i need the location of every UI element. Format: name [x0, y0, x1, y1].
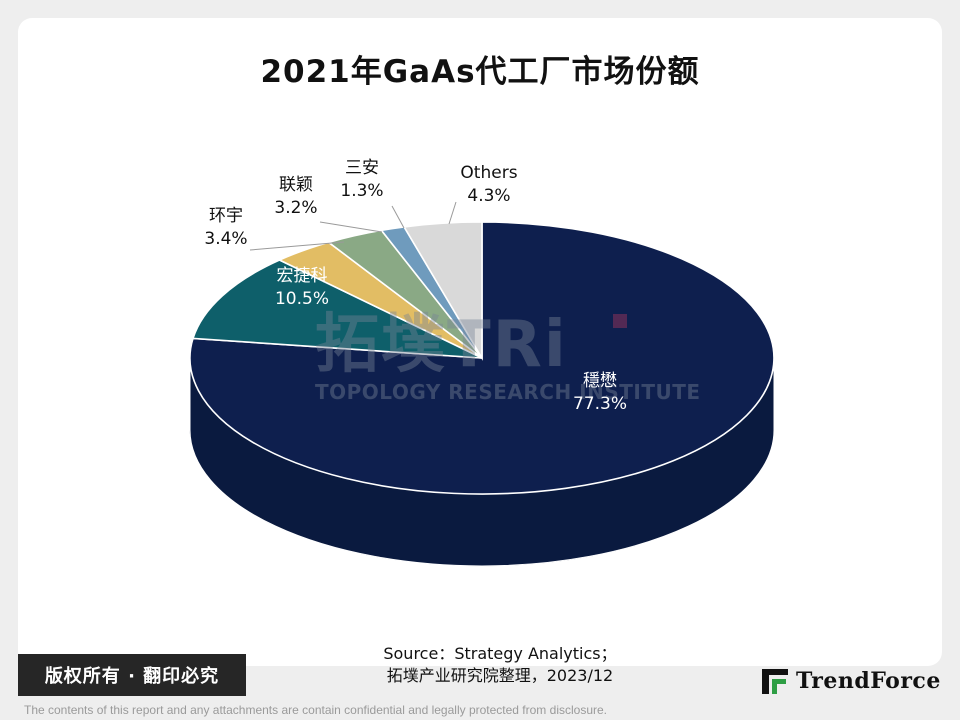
slice-value: 1.3% — [340, 181, 384, 201]
leader-line-2 — [391, 205, 405, 229]
slice-name: Others — [460, 163, 518, 183]
brand-name: TrendForce — [796, 668, 941, 694]
slice-value: 10.5% — [274, 289, 329, 309]
source-line-2: 拓墣产业研究院整理，2023/12 — [386, 666, 614, 685]
slice-value: 4.3% — [467, 186, 511, 206]
slice-name: 穩懋 — [583, 371, 617, 391]
trendforce-icon — [762, 669, 788, 694]
slice-value: 3.4% — [204, 229, 248, 249]
slice-label-1: 宏捷科 10.5% — [262, 265, 342, 311]
slice-name: 三安 — [345, 158, 379, 178]
leader-line-3 — [448, 201, 457, 225]
slice-label-4: 三安 1.3% — [322, 157, 402, 203]
slice-name: 环宇 — [209, 206, 243, 226]
chart-title: 2021年GaAs代工厂市场份额 — [260, 54, 700, 90]
pie-slice-5 — [402, 221, 483, 361]
pie-slice-1 — [191, 259, 483, 359]
pie-leader-lines — [249, 201, 457, 251]
pie-rim — [189, 358, 775, 567]
slice-name: 联颖 — [279, 175, 313, 195]
source-line-1: Source：Strategy Analytics； — [383, 644, 617, 663]
slice-label-3: 联颖 3.2% — [256, 174, 336, 220]
copyright-badge: 版权所有 · 翻印必究 — [18, 654, 246, 696]
leader-line-0 — [249, 241, 345, 251]
leader-line-1 — [319, 221, 383, 233]
pie-slice-0 — [189, 221, 775, 495]
slice-label-2: 环宇 3.4% — [186, 205, 266, 251]
slice-name: 宏捷科 — [276, 266, 328, 286]
slice-label-0: 穩懋 77.3% — [560, 370, 640, 416]
slice-value: 77.3% — [572, 394, 627, 414]
slice-label-5: Others 4.3% — [444, 162, 534, 208]
slice-value: 3.2% — [274, 198, 318, 218]
disclaimer: The contents of this report and any atta… — [24, 703, 607, 717]
brand-logo: TrendForce — [760, 664, 941, 698]
pie-tops — [189, 221, 775, 495]
source-note: Source：Strategy Analytics； 拓墣产业研究院整理，202… — [300, 643, 700, 687]
